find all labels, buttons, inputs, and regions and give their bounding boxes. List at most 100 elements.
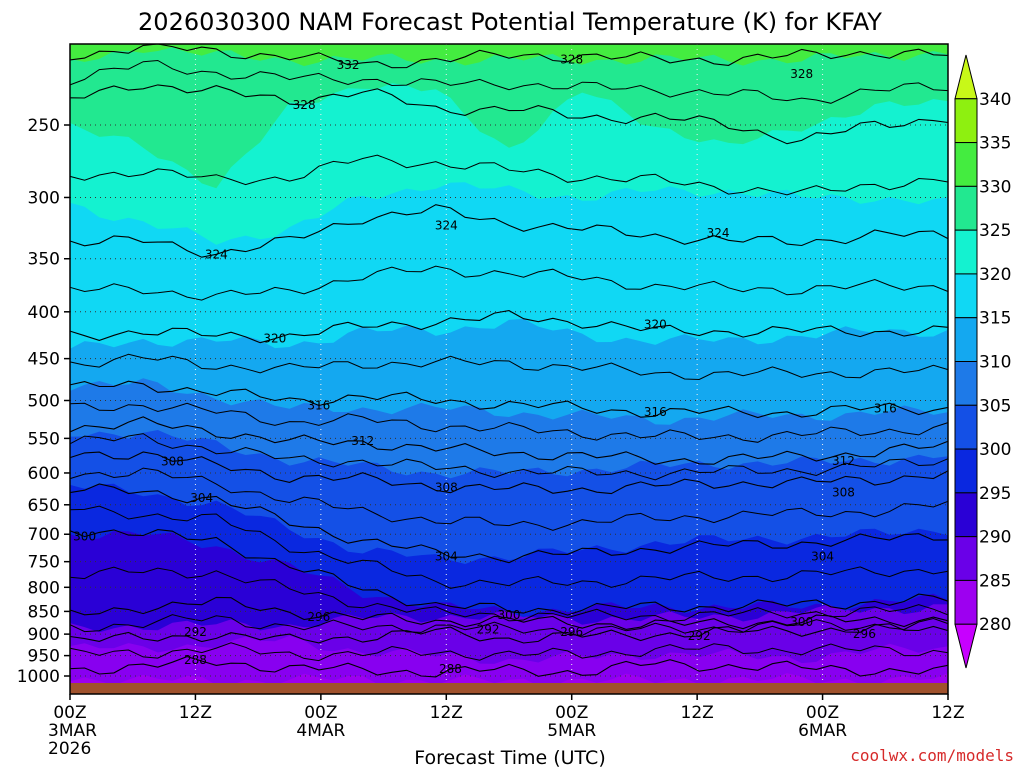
x-tick-label-12-0: 12Z [179,703,212,723]
y-tick-label-900: 900 [28,625,60,645]
contour-304 [69,483,949,564]
contour-label-308: 308 [161,454,184,468]
x-tick-label-48-1: 5MAR [547,721,596,741]
contour-minor-1 [69,614,949,636]
colorbar-seg-10 [954,185,978,231]
y-tick-label-800: 800 [28,578,60,598]
contour-label-288-16: 288 [184,653,207,667]
colorbar-seg-8 [954,273,978,319]
contour-minor-7 [69,353,949,381]
x-tick-label-0-1: 3MAR [48,721,97,741]
colorbar-seg-4 [954,448,978,494]
colorbar-seg-9 [954,229,978,275]
x-tick-label-48-0: 00Z [555,703,588,723]
y-axis: 250 300 350 400 450 500 550 600 650 700 750 800 850 9… [17,116,70,687]
plot-frame [69,43,949,695]
y-tick-label-650: 650 [28,496,60,516]
contour-minor-3 [69,505,949,589]
contour-label-312-5: 312 [832,454,855,468]
contour-label-292-14: 292 [477,623,500,637]
contour-minor-0 [69,642,949,662]
contour-label-316: 316 [307,398,330,412]
y-tick-label-700: 700 [28,525,60,545]
y-tick-label-850: 850 [28,602,60,622]
colorbar-label-290: 290 [979,528,1011,548]
contour-labels: 288 292 296 300 304 308 312 316 320 324 328 332 324 3… [73,52,897,675]
contour-312 [69,416,949,465]
x-tick-label-84-0: 12Z [931,703,964,723]
contour-label-296-12: 296 [560,625,583,639]
contour-320 [69,310,949,344]
contour-332 [69,43,949,69]
colorbar-label-310: 310 [979,353,1011,373]
colorbar-seg-7 [954,317,978,363]
contour-label-296-13: 296 [853,627,876,641]
colorbar-label-330: 330 [979,177,1011,197]
colorbar-label-325: 325 [979,221,1011,241]
contour-minor-8 [69,265,949,301]
contour-lines [69,43,949,678]
colorbar-seg-3 [954,492,978,538]
contour-label-300-11: 300 [790,615,813,629]
y-tick-label-500: 500 [28,392,60,412]
contour-label-288: 288 [439,662,462,676]
x-tick-label-24-0: 00Z [304,703,337,723]
colorbar-seg-0 [954,623,978,669]
contour-label-328-18: 328 [790,67,813,81]
x-tick-label-72-1: 6MAR [798,721,847,741]
contour-label-300: 300 [73,530,96,544]
y-tick-label-600: 600 [28,464,60,484]
contour-316 [69,380,949,419]
contour-300 [69,529,949,616]
colorbar-seg-6 [954,361,978,406]
y-tick-label-300: 300 [28,188,60,208]
contour-label-304: 304 [190,491,213,505]
contour-label-320: 320 [263,332,286,346]
contour-label-320-2: 320 [644,318,667,332]
colorbar-label-340: 340 [979,90,1011,110]
colorbar-seg-2 [954,536,978,581]
contour-292 [69,623,949,644]
colorbar-seg-1 [954,579,978,625]
contour-label-292-15: 292 [184,625,207,639]
contour-324 [69,204,949,258]
colorbar-label-320: 320 [979,265,1011,285]
x-tick-label-0-0: 00Z [53,703,86,723]
colorbar-seg-5 [954,404,978,450]
contour-label-316-3: 316 [644,405,667,419]
y-tick-label-400: 400 [28,303,60,323]
contour-minor-4 [69,467,949,531]
colorbar-label-295: 295 [979,484,1011,504]
colorbar: 280 285 290 295 300 305 310 315 320 325 330 335 340 [954,54,1011,669]
contour-label-292: 292 [688,629,711,643]
contour-label-328-17: 328 [560,52,583,66]
y-tick-label-750: 750 [28,553,60,573]
colorbar-label-335: 335 [979,134,1011,154]
colorbar-label-305: 305 [979,396,1011,416]
y-tick-label-450: 450 [28,350,60,370]
colorbar-seg-13 [954,54,978,100]
contour-minor-10 [69,59,949,104]
contour-label-332: 332 [337,58,360,72]
contour-minor-9 [69,154,949,196]
colorbar-label-300: 300 [979,440,1011,460]
colorbar-seg-11 [954,142,978,187]
contour-308 [69,451,949,495]
colorbar-label-285: 285 [979,571,1011,591]
x-axis-label: Forecast Time (UTC) [414,747,605,768]
contour-296 [69,596,949,630]
x-tick-label-60-0: 12Z [681,703,714,723]
contour-fill-group [70,44,948,694]
contour-label-324-0: 324 [435,219,458,233]
contour-label-296: 296 [307,610,330,624]
contour-minor-6 [69,402,949,443]
x-tick-label-36-0: 12Z [430,703,463,723]
contour-label-324-1: 324 [707,226,730,240]
colorbar-seg-12 [954,98,978,144]
y-tick-label-250: 250 [28,116,60,136]
contour-288 [69,656,949,678]
x-tick-label-24-1: 4MAR [296,721,345,741]
contour-minor-5 [69,433,949,481]
